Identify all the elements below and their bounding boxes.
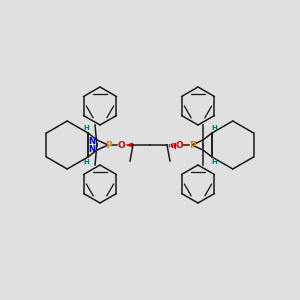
Text: N: N bbox=[88, 136, 95, 146]
Text: H: H bbox=[83, 125, 89, 131]
Text: H: H bbox=[83, 159, 89, 165]
Text: O: O bbox=[175, 140, 183, 149]
Text: H: H bbox=[211, 159, 217, 165]
Text: N: N bbox=[88, 145, 95, 154]
Text: P: P bbox=[105, 140, 111, 149]
Text: O: O bbox=[117, 140, 125, 149]
Text: P: P bbox=[189, 140, 195, 149]
Polygon shape bbox=[125, 142, 133, 148]
Text: H: H bbox=[211, 125, 217, 131]
